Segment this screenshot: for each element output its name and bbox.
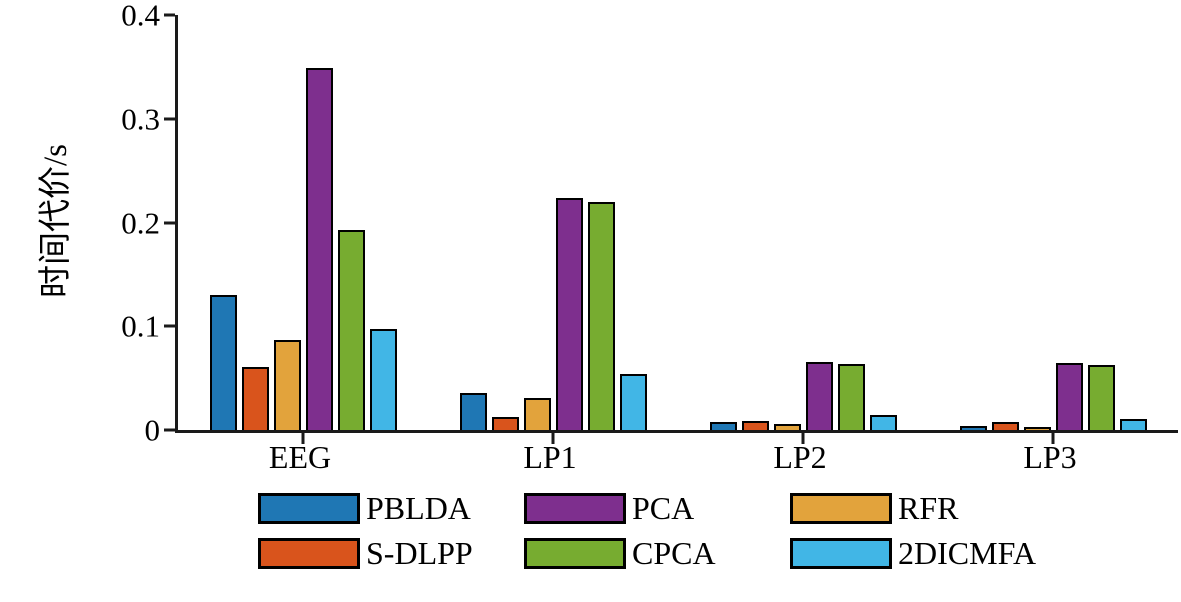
bar-LP2-2DICMFA [869, 415, 897, 430]
bar-EEG-PBLDA [209, 295, 237, 430]
legend-label: PCA [632, 490, 695, 526]
bars-container [178, 15, 1178, 430]
bar-group-LP3 [928, 15, 1178, 430]
x-tick-mark [301, 433, 305, 444]
legend-item-2DICMFA: 2DICMFA [790, 537, 1110, 569]
legend-label: 2DICMFA [898, 535, 1037, 571]
legend-label: CPCA [632, 535, 716, 571]
legend-label: PBLDA [366, 490, 471, 526]
y-tick-label: 0.4 [121, 0, 160, 33]
y-tick-label: 0.3 [121, 101, 160, 137]
bar-LP1-PBLDA [459, 393, 487, 430]
legend: PBLDA PCA RFR S-DLPP CPCA 2DICMFA [258, 492, 1110, 569]
bar-LP2-S-DLPP [741, 421, 769, 430]
x-tick-mark [551, 433, 555, 444]
bar-EEG-PCA [305, 68, 333, 430]
bar-LP2-PCA [805, 362, 833, 430]
x-tick-label-LP1: LP1 [523, 439, 577, 475]
bar-EEG-CPCA [337, 230, 365, 430]
legend-item-RFR: RFR [790, 492, 1110, 524]
y-tick-label: 0 [144, 412, 161, 448]
bar-LP3-RFR [1023, 427, 1051, 430]
y-axis-tick-labels: 0 0.1 0.2 0.3 0.4 [0, 0, 160, 446]
bar-group-LP1 [428, 15, 678, 430]
bar-LP3-PBLDA [959, 426, 987, 430]
y-tick-mark [164, 428, 175, 432]
bar-EEG-2DICMFA [369, 329, 397, 430]
bar-LP1-PCA [555, 198, 583, 430]
bar-LP3-PCA [1055, 363, 1083, 430]
x-axis-tick-labels: EEG LP1 LP2 LP3 [175, 438, 1175, 476]
y-tick-mark [164, 117, 175, 121]
legend-swatch-CPCA [524, 537, 626, 569]
bar-LP1-2DICMFA [619, 374, 647, 430]
legend-swatch-PBLDA [258, 492, 360, 524]
legend-item-S-DLPP: S-DLPP [258, 537, 524, 569]
legend-item-PCA: PCA [524, 492, 790, 524]
y-tick-mark [164, 324, 175, 328]
bar-LP3-CPCA [1087, 365, 1115, 430]
legend-swatch-RFR [790, 492, 892, 524]
bar-LP2-RFR [773, 424, 801, 430]
bar-LP2-PBLDA [709, 422, 737, 430]
bar-group-LP2 [678, 15, 928, 430]
bar-LP1-S-DLPP [491, 417, 519, 430]
plot-area [164, 13, 1178, 444]
y-tick-label: 0.1 [121, 308, 160, 344]
bar-LP3-2DICMFA [1119, 419, 1147, 430]
legend-swatch-S-DLPP [258, 537, 360, 569]
legend-swatch-2DICMFA [790, 537, 892, 569]
bar-LP3-S-DLPP [991, 422, 1019, 430]
legend-label: S-DLPP [366, 535, 473, 571]
y-tick-mark [164, 13, 175, 17]
bar-LP1-CPCA [587, 202, 615, 430]
bar-LP2-CPCA [837, 364, 865, 430]
legend-swatch-PCA [524, 492, 626, 524]
x-tick-label-EEG: EEG [268, 439, 332, 475]
x-tick-mark [1051, 433, 1055, 444]
bar-group-EEG [178, 15, 428, 430]
x-tick-mark [801, 433, 805, 444]
legend-item-CPCA: CPCA [524, 537, 790, 569]
bar-EEG-S-DLPP [241, 367, 269, 430]
y-tick-mark [164, 221, 175, 224]
x-tick-label-LP2: LP2 [773, 439, 827, 475]
legend-item-PBLDA: PBLDA [258, 492, 524, 524]
x-tick-label-LP3: LP3 [1023, 439, 1077, 475]
y-tick-label: 0.2 [121, 205, 160, 240]
bar-LP1-RFR [523, 398, 551, 430]
legend-label: RFR [898, 490, 959, 526]
bar-EEG-RFR [273, 340, 301, 430]
